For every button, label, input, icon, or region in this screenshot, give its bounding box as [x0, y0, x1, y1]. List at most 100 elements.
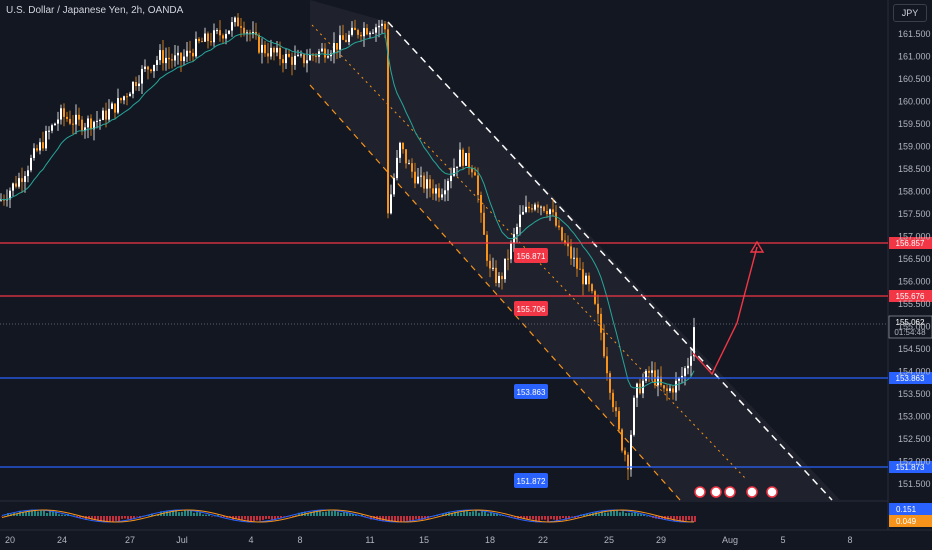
candle-body: [465, 153, 467, 166]
histogram-bar: [622, 511, 624, 516]
candle-body: [270, 47, 272, 57]
candle-body: [315, 55, 317, 57]
candle-body: [603, 332, 605, 357]
candle-body: [75, 114, 77, 125]
histogram-bar: [490, 512, 492, 516]
histogram-bar: [28, 511, 30, 516]
candle-body: [495, 267, 497, 284]
histogram-bar: [607, 512, 609, 516]
candle-body: [681, 375, 683, 379]
candle-body: [417, 176, 419, 184]
histogram-bar: [535, 516, 537, 523]
candle-body: [672, 388, 674, 393]
histogram-bar: [88, 516, 90, 519]
candle-body: [96, 120, 98, 122]
histogram-bar: [583, 513, 585, 516]
candle-body: [657, 376, 659, 386]
histogram-bar: [220, 516, 222, 517]
histogram-bar: [445, 512, 447, 516]
histogram-bar: [103, 516, 105, 523]
candle-body: [171, 59, 173, 61]
candle-body: [12, 183, 14, 191]
y-tick-label: 155.500: [898, 299, 931, 309]
histogram-bar: [277, 516, 279, 518]
candle-body: [117, 98, 119, 113]
current-price-box: [888, 315, 932, 339]
histogram-bar: [214, 515, 216, 517]
histogram-bar: [577, 516, 579, 518]
histogram-bar: [172, 509, 174, 516]
candle-body: [435, 188, 437, 194]
candle-body: [444, 190, 446, 195]
histogram-bar: [169, 511, 171, 516]
histogram-bar: [346, 512, 348, 516]
histogram-bar: [22, 512, 24, 516]
y-tick-label: 153.000: [898, 412, 931, 422]
axis-level-label: 151.873: [896, 463, 925, 472]
histogram-bar: [493, 513, 495, 516]
candle-body: [582, 269, 584, 285]
histogram-bar: [370, 516, 372, 520]
candle-body: [30, 157, 32, 171]
candle-body: [564, 240, 566, 244]
axis-level-box: [889, 290, 932, 302]
currency-button[interactable]: JPY: [893, 4, 927, 22]
histogram-bar: [616, 509, 618, 516]
candle-body: [414, 171, 416, 184]
channel-fill: [310, 0, 840, 500]
candle-body: [369, 32, 371, 35]
histogram-bar: [205, 514, 207, 516]
candle-body: [309, 54, 311, 61]
candle-body: [327, 56, 329, 58]
candle-body: [588, 275, 590, 285]
candle-body: [597, 303, 599, 314]
histogram-bar: [595, 512, 597, 516]
x-tick-label: 29: [656, 535, 666, 545]
candle-body: [186, 50, 188, 57]
x-tick-label: 8: [297, 535, 302, 545]
candle-body: [165, 57, 167, 64]
x-tick-label: 25: [604, 535, 614, 545]
candle-body: [504, 258, 506, 280]
candle-body: [303, 54, 305, 64]
candle-body: [531, 208, 533, 210]
candle-body: [201, 41, 203, 43]
candle-body: [219, 30, 221, 36]
indicator-value-1: 0.151: [896, 505, 917, 514]
chart-title: U.S. Dollar / Japanese Yen, 2h, OANDA: [6, 5, 184, 16]
candle-body: [468, 153, 470, 168]
histogram-bar: [166, 510, 168, 516]
candle-body: [627, 454, 629, 470]
histogram-bar: [244, 516, 246, 520]
indicator-value-2: 0.049: [896, 517, 917, 526]
histogram-bar: [571, 516, 573, 517]
candle-body: [27, 170, 29, 177]
y-tick-label: 161.500: [898, 29, 931, 39]
histogram-bar: [124, 516, 126, 519]
candle-body: [48, 130, 50, 132]
candle-body: [306, 60, 308, 64]
histogram-bar: [343, 511, 345, 516]
y-tick-label: 159.000: [898, 142, 931, 152]
candle-body: [195, 38, 197, 57]
histogram-bar: [247, 516, 249, 523]
candle-body: [45, 131, 47, 149]
candle-body: [273, 47, 275, 53]
candle-body: [552, 209, 554, 213]
histogram-bar: [292, 516, 294, 517]
histogram-bar: [355, 514, 357, 516]
histogram-bar: [7, 512, 9, 516]
candle-body: [36, 148, 38, 151]
channel-lower-line: [309, 84, 681, 501]
histogram-bar: [547, 516, 549, 522]
candle-body: [210, 41, 212, 43]
candle-body: [105, 110, 107, 120]
histogram-bar: [349, 512, 351, 516]
candle-body: [474, 172, 476, 176]
candle-body: [402, 142, 404, 150]
candle-body: [351, 27, 353, 35]
candle-body: [555, 212, 557, 226]
histogram-bar: [241, 516, 243, 521]
candle-body: [138, 83, 140, 87]
